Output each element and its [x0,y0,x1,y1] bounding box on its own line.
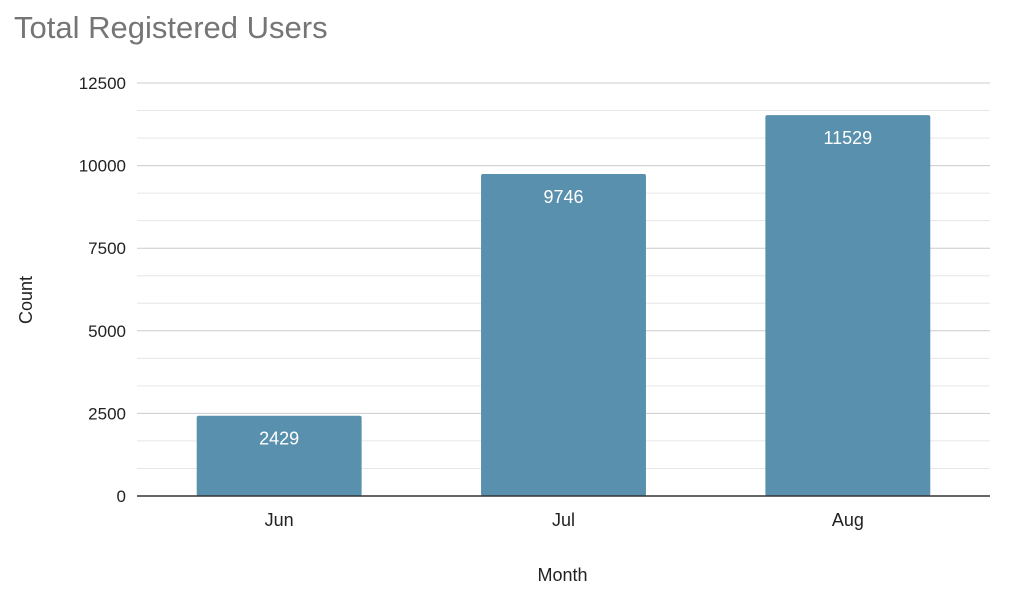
bar-jun [196,415,362,496]
bars [196,115,931,496]
y-tick-labels: 0 2500 5000 7500 10000 12500 [79,74,126,506]
y-tick-label: 5000 [88,322,126,341]
y-tick-label: 7500 [88,239,126,258]
bar-value-label: 9746 [543,187,583,207]
x-tick-label: Jun [265,510,294,530]
bar-value-label: 2429 [259,429,299,449]
bar-value-label: 11529 [823,128,872,148]
y-tick-label: 2500 [88,404,126,423]
y-tick-label: 10000 [79,157,126,176]
bar-aug [765,115,931,496]
y-axis-title: Count [16,276,36,324]
x-tick-labels: Jun Jul Aug [265,510,864,530]
y-tick-label: 12500 [79,74,126,93]
bar-jul [481,173,646,496]
x-axis-title: Month [537,565,587,585]
y-tick-label: 0 [117,487,126,506]
x-tick-label: Aug [832,510,864,530]
x-tick-label: Jul [552,510,575,530]
chart-title: Total Registered Users [14,10,328,45]
bar-value-labels: 2429 9746 11529 [259,128,872,449]
